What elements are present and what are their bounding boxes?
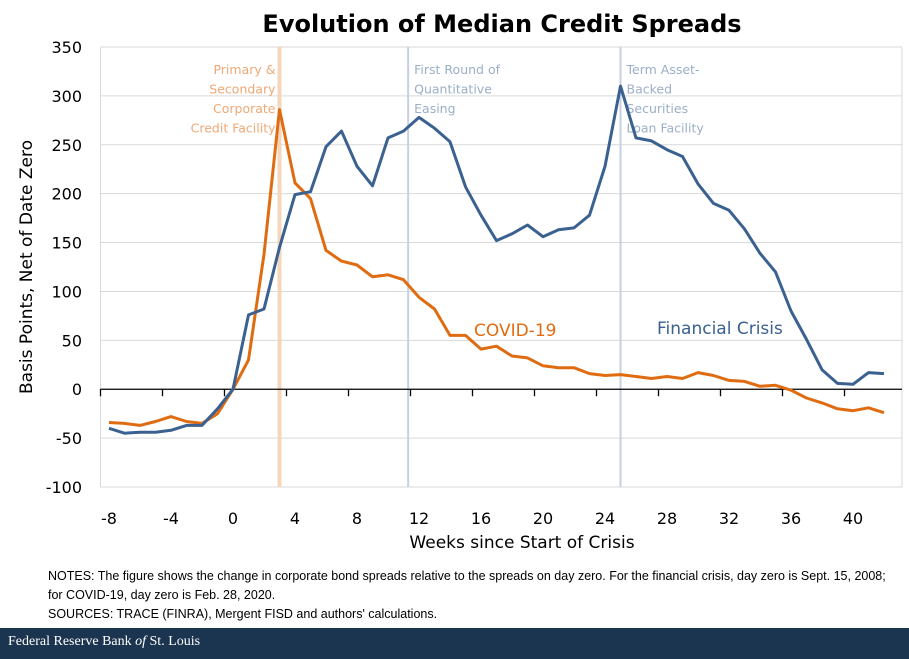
event-annotations: Primary & Secondary Corporate Credit Facili… [191,62,705,136]
notes-text: NOTES: The figure shows the change in co… [48,569,886,602]
y-tick-label: 300 [51,87,82,106]
series-lines [108,84,885,435]
event-annotation-line: Securities [627,101,689,116]
footer-bar: Federal Reserve Bank of St. Louis [0,628,909,659]
event-annotation-line: Loan Facility [627,121,705,136]
event-annotation-line: Quantitative [414,82,492,97]
gridlines [100,46,903,488]
x-tick-label: 4 [290,509,300,528]
chart: Evolution of Median Credit Spreads Prima… [17,10,903,553]
footer-brand: Federal Reserve Bank of St. Louis [8,634,200,650]
series-label: Financial Crisis [657,319,783,339]
series-label: COVID-19 [474,321,556,341]
footer-text-italic: of [135,634,147,649]
x-tick-label: 24 [595,509,615,528]
event-annotation-line: Easing [414,101,455,116]
event-annotation-line: Secondary [209,82,276,97]
series-line-covid-19 [108,108,885,427]
y-tick-label: 250 [51,136,82,155]
event-annotation-line: Primary & [213,62,275,77]
x-tick-label: 28 [657,509,677,528]
y-tick-label: 50 [62,331,82,350]
series-labels: COVID-19 Financial Crisis [474,319,783,341]
event-annotation-line: Backed [627,82,673,97]
event-annotation-line: Term Asset- [626,62,700,77]
event-annotation-line: Corporate [213,101,276,116]
series-line-financial-crisis [108,84,885,435]
x-tick-label: 8 [352,509,362,528]
x-tick-label: -8 [101,509,117,528]
x-tick-label: 0 [228,509,238,528]
y-tick-label: -100 [46,478,82,497]
footer-text-1: Federal Reserve Bank [8,634,136,649]
x-tick-label: 32 [719,509,739,528]
event-annotation-line: Credit Facility [191,121,276,136]
x-axis-title: Weeks since Start of Crisis [409,533,634,553]
y-tick-label: -50 [56,429,82,448]
sources-text: SOURCES: TRACE (FINRA), Mergent FISD and… [48,607,438,621]
y-axis-title: Basis Points, Net of Date Zero [17,140,37,394]
y-tick-label: 150 [51,234,82,253]
x-tick-label: 16 [471,509,491,528]
chart-title: Evolution of Median Credit Spreads [262,10,741,38]
x-tick-label: 20 [533,509,553,528]
event-annotation-line: First Round of [414,62,500,77]
y-tick-label: 0 [72,380,82,399]
x-tick-label: 12 [409,509,429,528]
y-tick-label: 100 [51,282,82,301]
x-tick-label: -4 [163,509,179,528]
footer-text-2: St. Louis [146,634,201,649]
x-tick-label: 40 [843,509,863,528]
y-tick-label: 200 [51,185,82,204]
x-tick-label: 36 [781,509,801,528]
axes: -100 -50 0 50 100 150 200 250 300 350 -8 -4 0 4 8 12 16 2… [46,38,902,528]
notes: NOTES: The figure shows the change in co… [48,567,898,624]
y-tick-label: 350 [51,38,82,57]
